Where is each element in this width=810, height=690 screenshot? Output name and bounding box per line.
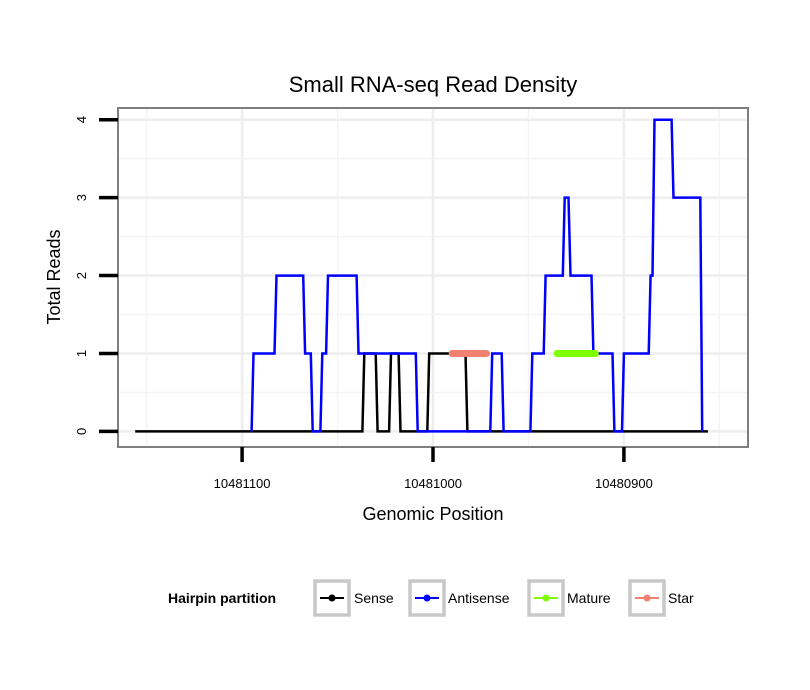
legend-dot-sense bbox=[329, 595, 336, 602]
y-tick-label: 4 bbox=[74, 116, 89, 123]
legend-item-mature: Mature bbox=[529, 581, 611, 615]
x-tick-label: 10480900 bbox=[595, 476, 653, 491]
legend: Hairpin partition Sense Antisense Mature St… bbox=[168, 581, 694, 615]
legend-label-antisense: Antisense bbox=[448, 590, 510, 606]
legend-item-sense: Sense bbox=[315, 581, 394, 615]
x-tick-label: 10481100 bbox=[214, 476, 271, 491]
legend-title: Hairpin partition bbox=[168, 590, 276, 606]
y-tick-label: 3 bbox=[74, 194, 89, 201]
legend-label-sense: Sense bbox=[354, 590, 394, 606]
legend-dot-antisense bbox=[424, 595, 431, 602]
y-axis: 0 1 2 3 4 bbox=[74, 116, 118, 435]
legend-label-star: Star bbox=[668, 590, 694, 606]
read-density-chart: Small RNA-seq Read Density 10481100 10481… bbox=[0, 0, 810, 690]
x-tick-label: 10481000 bbox=[404, 476, 462, 491]
legend-dot-mature bbox=[543, 595, 550, 602]
y-axis-label: Total Reads bbox=[44, 229, 64, 324]
y-tick-label: 0 bbox=[74, 428, 89, 435]
y-tick-label: 2 bbox=[74, 272, 89, 279]
legend-dot-star bbox=[644, 595, 651, 602]
x-axis: 10481100 10481000 10480900 bbox=[214, 447, 653, 491]
chart-title: Small RNA-seq Read Density bbox=[289, 72, 578, 97]
y-tick-label: 1 bbox=[74, 350, 89, 357]
legend-item-antisense: Antisense bbox=[410, 581, 510, 615]
legend-item-star: Star bbox=[630, 581, 694, 615]
x-axis-label: Genomic Position bbox=[362, 504, 503, 524]
legend-label-mature: Mature bbox=[567, 590, 611, 606]
